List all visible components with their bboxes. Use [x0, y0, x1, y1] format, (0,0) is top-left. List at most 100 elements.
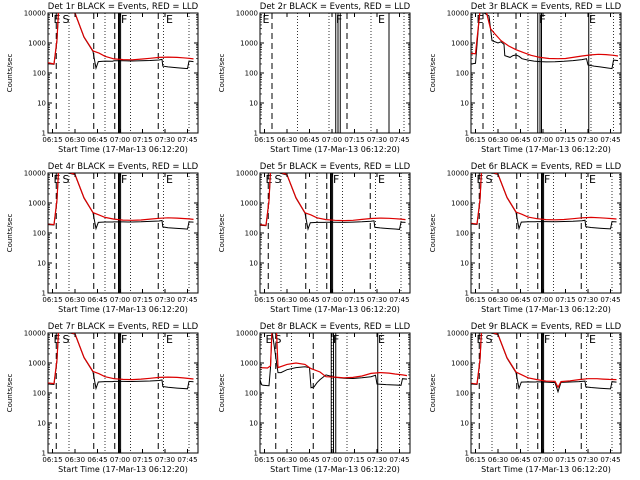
x-tick-label: 06:30 [488, 456, 508, 464]
reference-lines [55, 13, 190, 133]
y-tick-label: 1 [465, 450, 469, 458]
y-tick-label: 10 [37, 420, 46, 428]
x-tick-label: 06:30 [277, 136, 297, 144]
y-tick-label: 10000 [24, 330, 46, 338]
x-axis-label: Start Time (17-Mar-13 06:12:20) [270, 465, 400, 474]
x-tick-label: 07:30 [367, 296, 387, 304]
x-tick-label: 07:00 [110, 296, 130, 304]
y-tick-label: 1000 [240, 360, 258, 368]
y-tick-label: 10000 [236, 330, 258, 338]
x-axis-label: Start Time (17-Mar-13 06:12:20) [270, 305, 400, 314]
y-tick-label: 1 [254, 290, 258, 298]
y-axis-label: Counts/sec [218, 374, 226, 413]
marker-label: E [589, 333, 596, 346]
y-tick-label: 100 [245, 70, 258, 78]
y-axis-label: Counts/sec [218, 54, 226, 93]
x-tick-label: 07:00 [322, 136, 342, 144]
x-tick-label: 06:30 [65, 296, 85, 304]
plot-frame [259, 12, 411, 134]
x-tick-label: 07:15 [132, 136, 152, 144]
lld-series-line [48, 173, 194, 226]
y-tick-label: 100 [33, 390, 46, 398]
x-tick-label: 07:30 [155, 136, 175, 144]
marker-label: E [54, 333, 61, 346]
x-axis-label: Start Time (17-Mar-13 06:12:20) [270, 145, 400, 154]
panel-title: Det 1r BLACK = Events, RED = LLD [48, 2, 199, 12]
marker-label: S [63, 173, 70, 186]
y-tick-label: 1000 [451, 360, 469, 368]
x-tick-label: 06:30 [488, 136, 508, 144]
series-group [471, 333, 617, 394]
reference-lines [271, 13, 405, 133]
x-tick-label: 07:15 [344, 136, 364, 144]
y-tick-label: 100 [456, 390, 469, 398]
x-tick-label: 07:15 [132, 456, 152, 464]
panel-title: Det 4r BLACK = Events, RED = LLD [48, 162, 199, 172]
y-tick-label: 100 [33, 70, 46, 78]
panel-title: Det 3r BLACK = Events, RED = LLD [471, 2, 622, 12]
reference-lines [55, 333, 190, 453]
x-tick-label: 06:45 [510, 456, 530, 464]
events-series-line [471, 13, 619, 70]
y-axis-label: Counts/sec [218, 214, 226, 253]
x-tick-label: 07:15 [555, 136, 575, 144]
y-tick-label: 10000 [236, 10, 258, 18]
marker-label: S [63, 13, 70, 26]
marker-label: E [477, 173, 484, 186]
x-tick-label: 07:00 [322, 456, 342, 464]
x-tick-label: 06:15 [254, 296, 274, 304]
y-tick-label: 1 [42, 130, 46, 138]
y-tick-label: 10 [460, 260, 469, 268]
x-tick-label: 06:45 [299, 456, 319, 464]
y-tick-label: 100 [245, 390, 258, 398]
x-tick-label: 07:00 [533, 456, 553, 464]
y-tick-label: 1 [42, 450, 46, 458]
x-tick-label: 07:00 [110, 456, 130, 464]
x-tick-label: 07:45 [600, 136, 620, 144]
x-tick-label: 06:45 [510, 296, 530, 304]
plot-frame [47, 172, 199, 294]
marker-label: E [166, 333, 173, 346]
x-axis-label: Start Time (17-Mar-13 06:12:20) [58, 305, 188, 314]
y-tick-label: 100 [456, 230, 469, 238]
y-tick-label: 10 [249, 260, 258, 268]
x-tick-label: 07:00 [110, 136, 130, 144]
lld-series-line [48, 13, 194, 65]
x-tick-label: 06:30 [488, 296, 508, 304]
x-tick-label: 07:45 [600, 296, 620, 304]
marker-label: S [486, 333, 493, 346]
y-tick-label: 10 [37, 100, 46, 108]
x-tick-label: 07:30 [155, 296, 175, 304]
x-tick-label: 07:15 [344, 296, 364, 304]
plot-frame [470, 172, 622, 294]
y-tick-label: 10000 [447, 170, 469, 178]
x-tick-label: 06:15 [465, 296, 485, 304]
marker-label: F [121, 173, 127, 186]
x-tick-label: 07:30 [578, 456, 598, 464]
x-tick-label: 06:45 [299, 136, 319, 144]
y-tick-label: 100 [33, 230, 46, 238]
panel-title: Det 2r BLACK = Events, RED = LLD [260, 2, 411, 12]
lld-series-line [471, 13, 619, 60]
x-tick-label: 07:45 [389, 296, 409, 304]
marker-label: S [275, 173, 282, 186]
x-tick-label: 06:30 [65, 136, 85, 144]
y-axis-label: Counts/sec [429, 374, 437, 413]
marker-label: E [378, 333, 385, 346]
y-axis-label: Counts/sec [429, 54, 437, 93]
x-tick-label: 07:45 [177, 136, 197, 144]
y-tick-label: 1000 [28, 360, 46, 368]
x-tick-label: 07:30 [367, 136, 387, 144]
y-tick-label: 1000 [240, 200, 258, 208]
y-tick-label: 10 [460, 420, 469, 428]
y-tick-label: 10 [37, 260, 46, 268]
reference-lines [482, 13, 614, 133]
lld-series-line [471, 333, 617, 389]
